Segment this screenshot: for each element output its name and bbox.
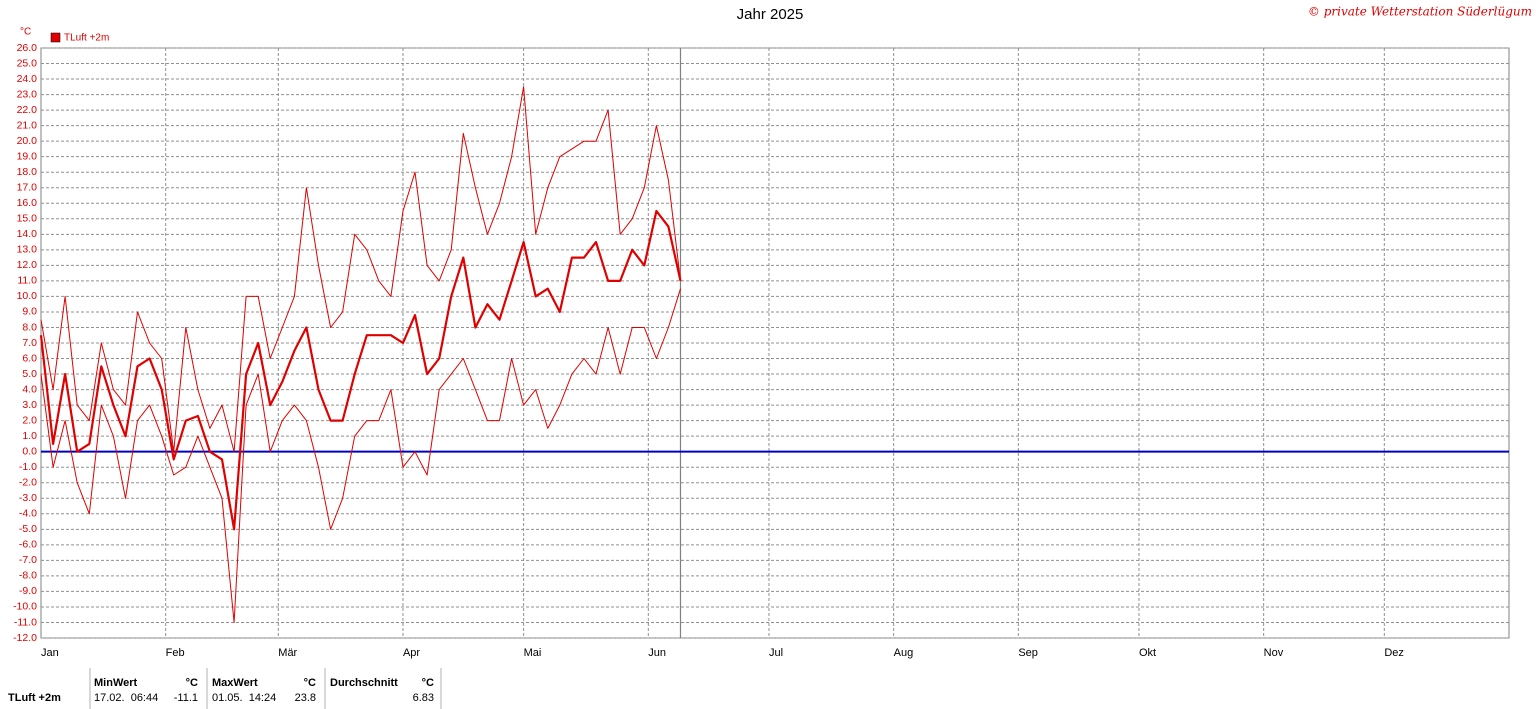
y-tick-label: -12.0 bbox=[13, 632, 37, 644]
series-line bbox=[40, 288, 681, 623]
x-tick-label: Nov bbox=[1264, 647, 1284, 659]
y-tick-label: 24.0 bbox=[17, 73, 38, 85]
x-tick-label: Mär bbox=[278, 647, 297, 659]
y-tick-label: 7.0 bbox=[22, 337, 37, 349]
x-tick-label: Feb bbox=[166, 647, 185, 659]
x-tick-label: Aug bbox=[894, 647, 914, 659]
stats-label: TLuft +2m bbox=[8, 692, 61, 704]
y-tick-label: 21.0 bbox=[17, 119, 38, 131]
stats-time: 01.05. 14:24 bbox=[212, 692, 276, 704]
stats-unit: °C bbox=[422, 677, 434, 689]
y-tick-label: 4.0 bbox=[22, 383, 37, 395]
x-tick-label: Sep bbox=[1018, 647, 1038, 659]
y-tick-label: -2.0 bbox=[19, 477, 37, 489]
y-unit: °C bbox=[20, 27, 31, 38]
y-tick-label: 23.0 bbox=[17, 88, 38, 100]
x-tick-label: Jul bbox=[769, 647, 783, 659]
legend-label: TLuft +2m bbox=[64, 33, 109, 44]
y-tick-label: 15.0 bbox=[17, 213, 38, 225]
x-tick-label: Mai bbox=[524, 647, 542, 659]
y-tick-label: -3.0 bbox=[19, 492, 37, 504]
y-tick-label: 1.0 bbox=[22, 430, 37, 442]
x-tick-label: Dez bbox=[1384, 647, 1404, 659]
y-tick-label: 13.0 bbox=[17, 244, 38, 256]
stats-unit: °C bbox=[304, 677, 316, 689]
copyright: © private Wetterstation Süderlügum bbox=[1308, 5, 1532, 19]
y-tick-label: 9.0 bbox=[22, 306, 37, 318]
y-tick-label: 8.0 bbox=[22, 321, 37, 333]
y-tick-label: -9.0 bbox=[19, 585, 37, 597]
y-tick-label: -5.0 bbox=[19, 523, 37, 535]
x-tick-label: Jun bbox=[648, 647, 666, 659]
y-tick-label: -10.0 bbox=[13, 601, 37, 613]
series-line bbox=[39, 209, 682, 531]
y-tick-label: -1.0 bbox=[19, 461, 37, 473]
y-tick-label: 14.0 bbox=[17, 228, 38, 240]
y-tick-label: 2.0 bbox=[22, 414, 37, 426]
y-tick-label: 5.0 bbox=[22, 368, 37, 380]
legend-swatch bbox=[50, 32, 61, 43]
stats-value: 23.8 bbox=[295, 692, 316, 704]
y-tick-label: 12.0 bbox=[17, 259, 38, 271]
stats-title: MaxWert bbox=[212, 677, 258, 689]
x-tick-label: Apr bbox=[403, 647, 420, 659]
y-tick-label: 19.0 bbox=[17, 150, 38, 162]
stats-time: 17.02. 06:44 bbox=[94, 692, 158, 704]
y-tick-label: 20.0 bbox=[17, 135, 38, 147]
chart-title: Jahr 2025 bbox=[737, 6, 804, 23]
y-tick-label: 16.0 bbox=[17, 197, 38, 209]
y-tick-label: 3.0 bbox=[22, 399, 37, 411]
y-tick-label: 11.0 bbox=[17, 275, 37, 287]
y-tick-label: 0.0 bbox=[22, 445, 37, 457]
y-tick-label: 6.0 bbox=[22, 352, 37, 364]
stats-value: 6.83 bbox=[413, 692, 434, 704]
stats-title: Durchschnitt bbox=[330, 677, 398, 689]
x-tick-label: Jan bbox=[41, 647, 59, 659]
stats-value: -11.1 bbox=[174, 692, 198, 704]
y-tick-label: -8.0 bbox=[19, 570, 37, 582]
y-tick-label: 18.0 bbox=[17, 166, 38, 178]
y-tick-label: 22.0 bbox=[17, 104, 38, 116]
y-tick-label: 17.0 bbox=[17, 182, 38, 194]
y-tick-label: -11.0 bbox=[14, 616, 37, 628]
series-line bbox=[40, 86, 681, 453]
y-tick-label: -7.0 bbox=[19, 554, 37, 566]
y-tick-label: -6.0 bbox=[19, 539, 37, 551]
plot: 26.0 25.0 24.0 23.0 22.0 21.0 20.0 19.0 18.0 17.0… bbox=[13, 42, 1509, 659]
x-tick-label: Okt bbox=[1139, 647, 1156, 659]
y-tick-label: 25.0 bbox=[17, 57, 38, 69]
y-tick-label: 10.0 bbox=[17, 290, 38, 302]
y-tick-label: 26.0 bbox=[17, 42, 38, 54]
stats-title: MinWert bbox=[94, 677, 138, 689]
y-tick-label: -4.0 bbox=[19, 508, 37, 520]
stats-unit: °C bbox=[186, 677, 198, 689]
